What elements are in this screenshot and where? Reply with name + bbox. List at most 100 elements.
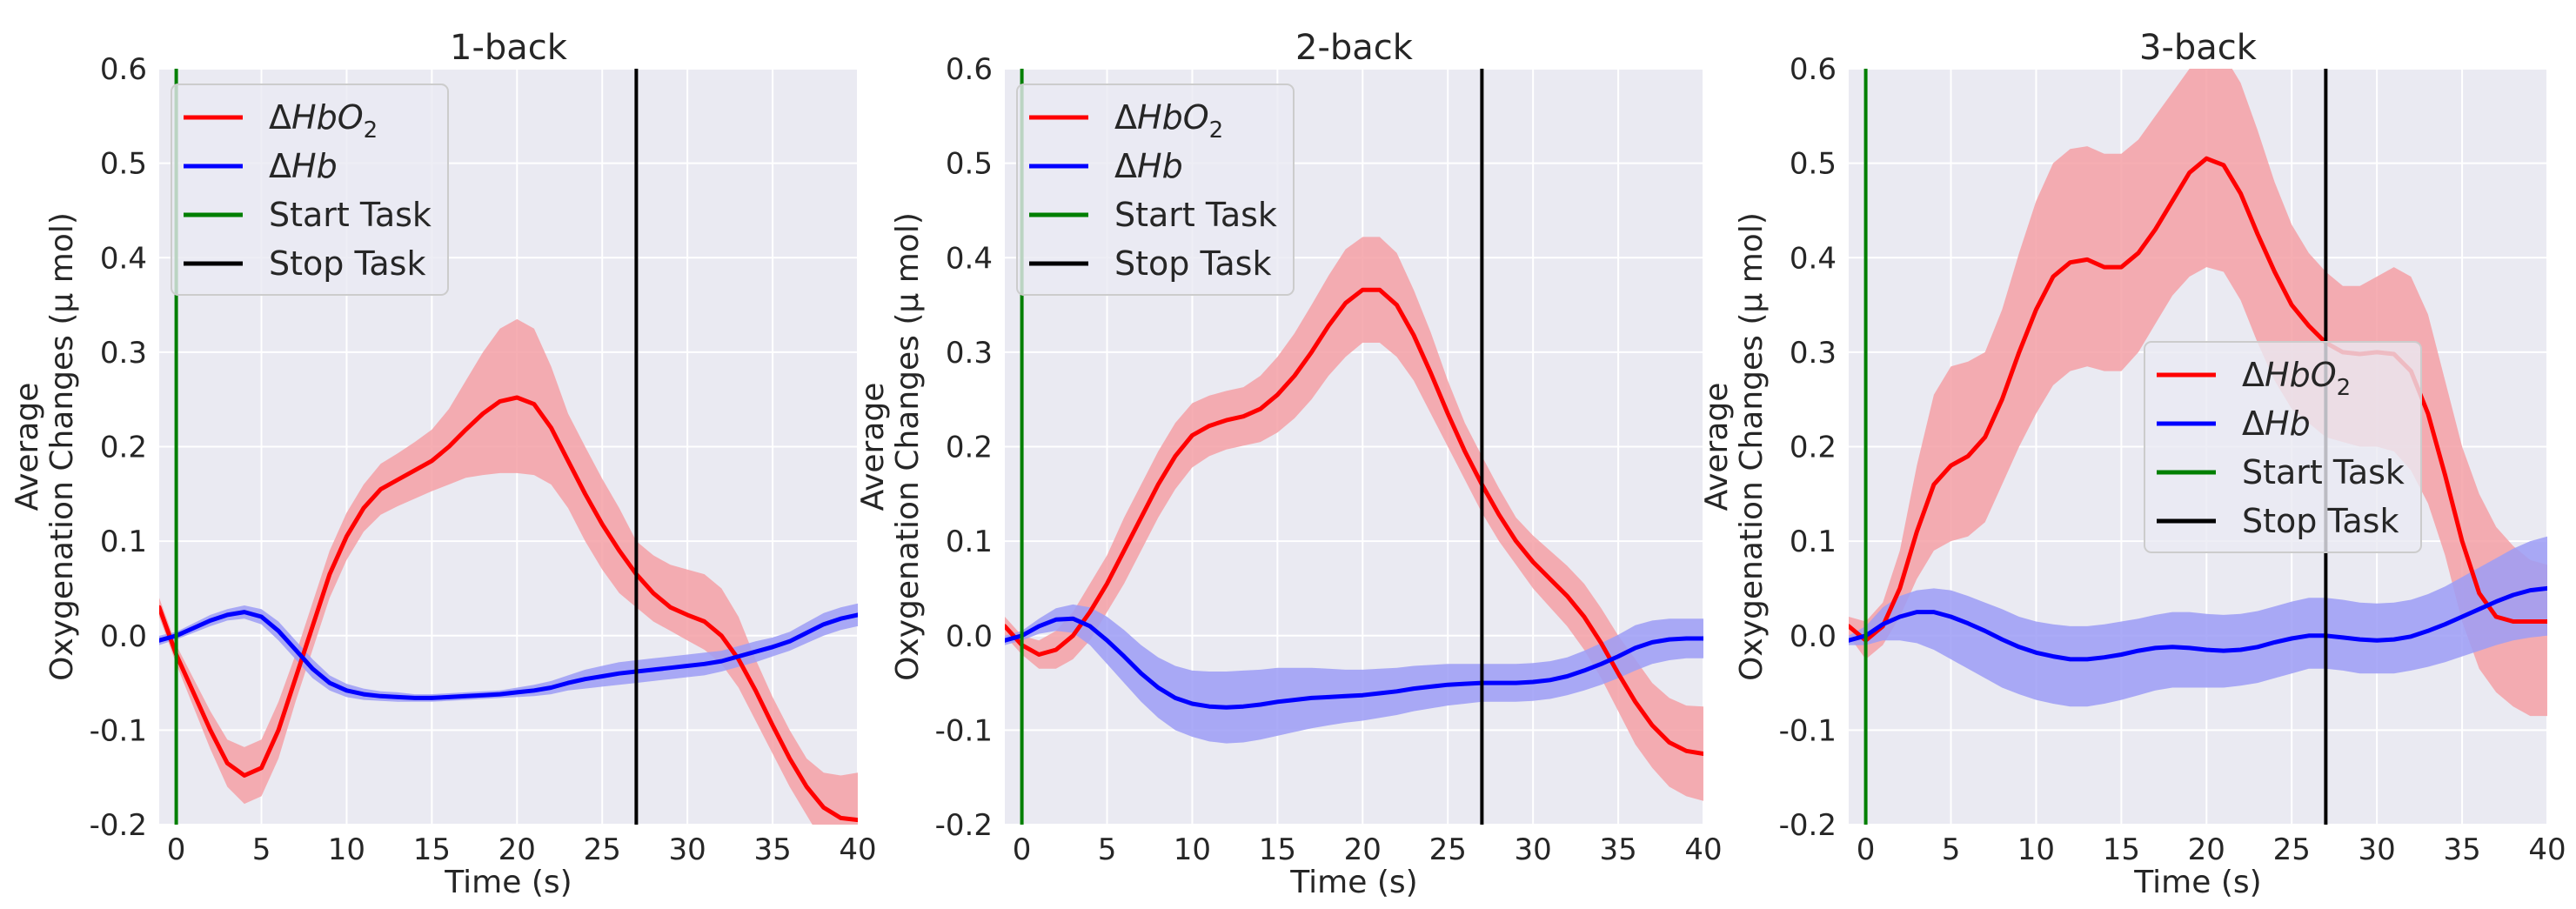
x-tick-label: 40: [839, 832, 876, 867]
y-tick-label: 0.6: [1790, 52, 1837, 87]
x-tick-label: 25: [2273, 832, 2311, 867]
hb-series-line: [1849, 585, 2547, 662]
x-axis-label: Time (s): [2133, 865, 2261, 900]
y-tick-label: 0.1: [946, 525, 993, 559]
x-tick-label: 5: [252, 832, 271, 867]
panel-title: 3-back: [2139, 28, 2258, 68]
legend-main-text: Start Task: [2242, 453, 2405, 491]
legend-frame: [1016, 84, 1295, 296]
legend-label-stop: Stop Task: [269, 244, 425, 283]
hb-confidence-band: [1849, 536, 2547, 707]
legend-label-start: Start Task: [1114, 196, 1277, 234]
hbo2-confidence-band: [159, 318, 858, 825]
y-tick-label: 0.1: [100, 525, 147, 559]
x-tick-label: 0: [1857, 832, 1876, 867]
y-tick-label: -0.1: [935, 713, 993, 748]
hbo2-series-line: [1005, 287, 1703, 756]
x-tick-label: 20: [498, 832, 536, 867]
y-tick-label: 0.4: [946, 241, 993, 276]
y-tick-label: 0.6: [100, 52, 147, 87]
legend-label-start: Start Task: [269, 196, 432, 234]
hb-series-line: [159, 610, 858, 700]
y-tick-label: 0.3: [100, 336, 147, 371]
legend-main-text: Hb: [2265, 404, 2311, 443]
y-tick-label: 0.2: [1790, 431, 1837, 465]
legend-label-hb: ΔHb: [2242, 404, 2311, 443]
x-tick-label: 20: [2188, 832, 2225, 867]
x-tick-label: 10: [328, 832, 365, 867]
legend-label-hb: ΔHb: [1114, 147, 1183, 185]
x-tick-label: 35: [1599, 832, 1636, 867]
panel-3-back: 0 5 10 15 20 25 30 35 40 -0.2 -0.1 0.0 0.1 0.2 0.3 0.4 0…: [1699, 28, 2566, 900]
x-tick-label: 0: [1013, 832, 1032, 867]
hbo2-series-line: [1849, 156, 2547, 643]
y-tick-label: 0.3: [1790, 336, 1837, 371]
x-tick-label: 30: [669, 832, 706, 867]
y-axis-label-line1: Average: [10, 383, 45, 511]
y-tick-label: 0.3: [946, 336, 993, 371]
legend-subscript: 2: [1209, 117, 1224, 144]
y-tick-label: 0.2: [946, 431, 993, 465]
y-tick-label: 0.0: [946, 619, 993, 654]
y-axis-label-line2: Oxygenation Changes (μ mol): [44, 212, 80, 681]
panel-title: 1-back: [450, 28, 568, 68]
y-tick-label: -0.2: [1779, 808, 1837, 843]
panel-title: 2-back: [1295, 28, 1414, 68]
hb-confidence-band: [1005, 604, 1703, 744]
legend-label-hbo2: ΔHbO2: [269, 98, 378, 144]
x-tick-label: 40: [2528, 832, 2566, 867]
legend-label-hbo2: ΔHbO2: [1114, 98, 1223, 144]
x-axis-label: Time (s): [1289, 865, 1417, 900]
y-tick-label: 0.6: [946, 52, 993, 87]
legend-label-start: Start Task: [2242, 453, 2405, 491]
legend-main-text: Hb: [1137, 147, 1183, 185]
y-tick-label: -0.2: [90, 808, 147, 843]
y-tick-label: 0.5: [100, 147, 147, 182]
legend-delta: Δ: [2242, 356, 2265, 394]
legend-main-text: HbO: [1137, 98, 1209, 137]
y-tick-label: -0.1: [1779, 713, 1837, 748]
legend-label-stop: Stop Task: [2242, 502, 2399, 540]
legend-main-text: Stop Task: [1114, 244, 1271, 283]
legend-label-stop: Stop Task: [1114, 244, 1271, 283]
y-tick-label: 0.0: [1790, 619, 1837, 654]
legend-main-text: HbO: [291, 98, 364, 137]
legend-delta: Δ: [2242, 404, 2265, 443]
y-axis-label-line1: Average: [855, 383, 891, 511]
x-tick-label: 5: [1942, 832, 1961, 867]
x-tick-label: 10: [1174, 832, 1211, 867]
legend-main-text: Start Task: [1114, 196, 1277, 234]
x-tick-label: 35: [753, 832, 791, 867]
y-axis-label-line2: Oxygenation Changes (μ mol): [890, 212, 926, 681]
y-tick-label: -0.2: [935, 808, 993, 843]
x-tick-label: 25: [584, 832, 621, 867]
y-tick-label: 0.1: [1790, 525, 1837, 559]
legend-main-text: Stop Task: [269, 244, 425, 283]
legend-subscript: 2: [2337, 375, 2352, 401]
x-tick-label: 5: [1098, 832, 1117, 867]
legend-main-text: Hb: [291, 147, 338, 185]
legend-label-hb: ΔHb: [269, 147, 338, 185]
x-tick-label: 40: [1684, 832, 1722, 867]
y-axis-label-line2: Oxygenation Changes (μ mol): [1734, 212, 1770, 681]
hb-series-line: [1005, 616, 1703, 710]
y-tick-label: 0.5: [1790, 147, 1837, 182]
x-tick-label: 20: [1344, 832, 1382, 867]
legend-main-text: Start Task: [269, 196, 432, 234]
x-tick-label: 35: [2443, 832, 2480, 867]
panel-1-back: 0 5 10 15 20 25 30 35 40 -0.2 -0.1 0.0 0.1 0.2 0.3 0.4 0…: [10, 28, 877, 900]
hb-confidence-band: [159, 603, 858, 702]
x-tick-label: 30: [2359, 832, 2396, 867]
y-axis-label-line1: Average: [1699, 383, 1735, 511]
legend-label-hbo2: ΔHbO2: [2242, 356, 2351, 401]
y-tick-label: 0.5: [946, 147, 993, 182]
legend-delta: Δ: [269, 98, 291, 137]
legend-delta: Δ: [1114, 147, 1137, 185]
legend-frame: [171, 84, 449, 296]
panel-2-back: 0 5 10 15 20 25 30 35 40 -0.2 -0.1 0.0 0.1 0.2 0.3 0.4 0…: [855, 28, 1723, 900]
y-tick-label: 0.4: [100, 241, 147, 276]
